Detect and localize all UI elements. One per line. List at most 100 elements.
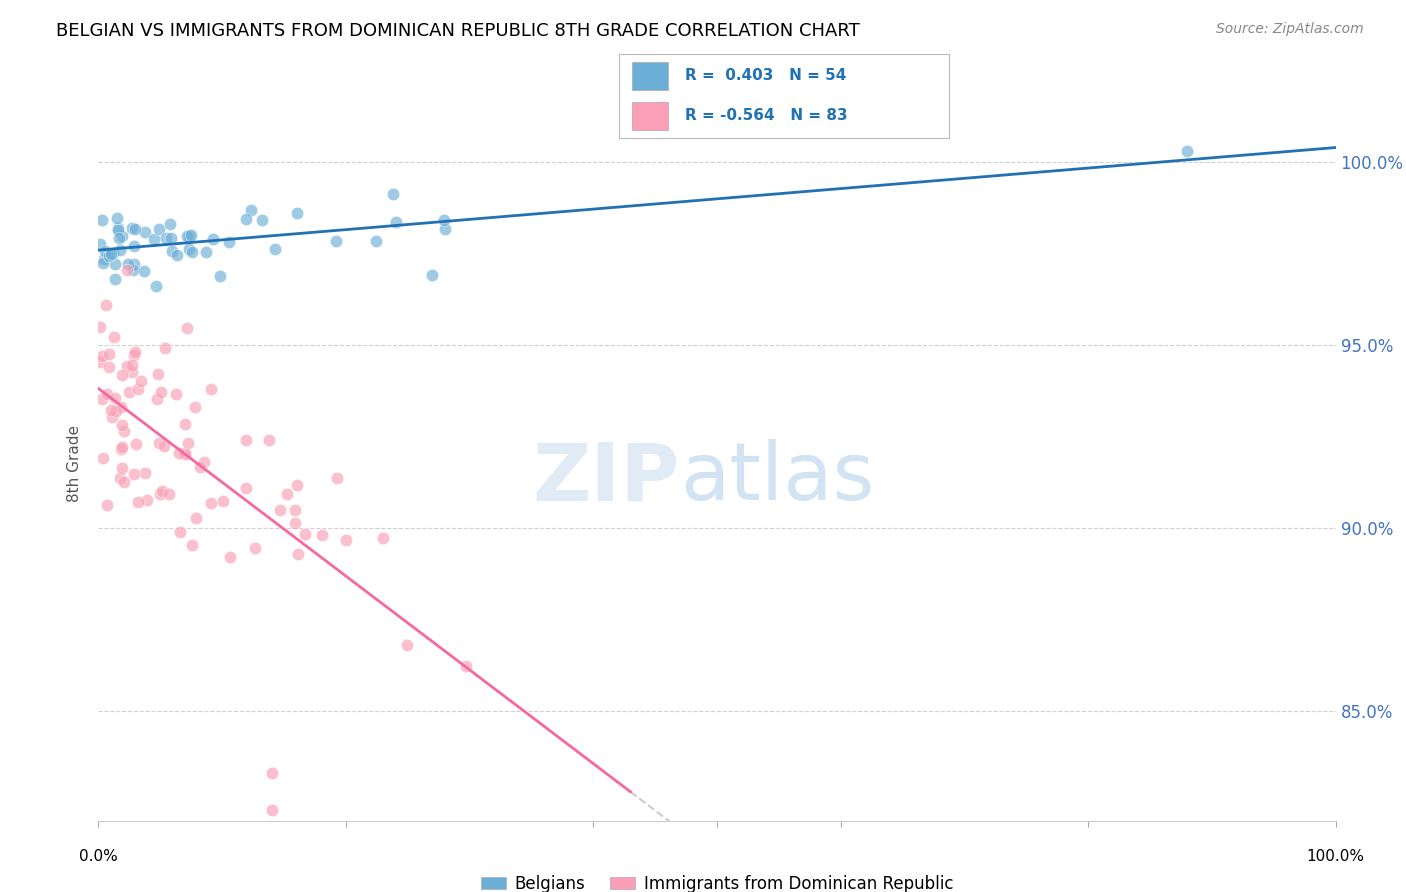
Point — [93, 252, 115, 267]
Point — [326, 471, 349, 485]
Point — [454, 658, 477, 673]
Point — [218, 235, 240, 249]
Point — [115, 359, 138, 374]
Point — [98, 359, 121, 374]
Point — [91, 256, 114, 270]
Point — [111, 440, 134, 454]
Point — [325, 234, 347, 248]
Text: Source: ZipAtlas.com: Source: ZipAtlas.com — [1216, 22, 1364, 37]
Point — [121, 365, 143, 379]
Point — [269, 503, 291, 517]
Point — [209, 268, 232, 283]
Point — [112, 424, 135, 438]
Point — [117, 263, 139, 277]
Point — [257, 433, 280, 447]
Point — [111, 368, 134, 382]
Point — [145, 278, 167, 293]
Point — [434, 222, 457, 236]
Point — [117, 257, 139, 271]
Point — [177, 242, 200, 256]
Point — [111, 460, 134, 475]
Point — [250, 213, 273, 227]
Point — [149, 385, 172, 400]
Point — [104, 256, 127, 270]
Point — [243, 541, 266, 555]
Point — [235, 211, 257, 226]
Point — [110, 442, 132, 457]
Point — [287, 548, 309, 562]
Point — [181, 245, 204, 260]
Point — [381, 187, 404, 202]
Point — [155, 230, 177, 244]
Point — [335, 533, 357, 547]
Point — [121, 221, 143, 235]
Point — [124, 222, 146, 236]
Point — [169, 524, 191, 539]
Point — [176, 228, 198, 243]
Point — [184, 400, 207, 414]
Point — [91, 450, 114, 465]
Point — [152, 439, 174, 453]
Point — [111, 229, 134, 244]
FancyBboxPatch shape — [631, 62, 668, 90]
Text: R =  0.403   N = 54: R = 0.403 N = 54 — [685, 69, 846, 84]
Point — [239, 203, 262, 218]
Point — [97, 249, 120, 263]
Point — [103, 246, 125, 260]
Point — [200, 382, 222, 396]
Legend: Belgians, Immigrants from Dominican Republic: Belgians, Immigrants from Dominican Repu… — [474, 868, 960, 892]
Point — [105, 403, 128, 417]
Point — [284, 503, 307, 517]
Point — [124, 257, 146, 271]
Point — [385, 215, 408, 229]
Point — [100, 247, 122, 261]
Point — [107, 223, 129, 237]
Point — [121, 359, 143, 373]
Point — [201, 232, 224, 246]
Point — [167, 446, 190, 460]
Point — [420, 268, 443, 283]
Point — [132, 264, 155, 278]
Text: ZIP: ZIP — [533, 439, 681, 517]
Point — [235, 482, 257, 496]
Point — [124, 345, 146, 359]
Point — [94, 298, 117, 312]
Point — [104, 392, 127, 406]
Point — [186, 511, 208, 525]
Point — [174, 446, 197, 460]
Point — [107, 231, 129, 245]
Point — [176, 321, 198, 335]
Point — [94, 244, 117, 258]
Point — [285, 478, 308, 492]
Point — [110, 243, 132, 257]
Point — [177, 436, 200, 450]
Point — [294, 527, 316, 541]
Point — [148, 222, 170, 236]
Point — [433, 212, 456, 227]
Point — [180, 228, 202, 243]
Point — [311, 527, 333, 541]
Point — [118, 385, 141, 400]
Point — [97, 347, 120, 361]
Point — [90, 213, 112, 227]
Point — [396, 638, 419, 652]
Point — [105, 211, 128, 225]
Point — [89, 236, 111, 251]
Point — [180, 538, 202, 552]
Point — [160, 244, 183, 258]
Point — [96, 499, 118, 513]
Point — [134, 467, 156, 481]
Point — [90, 392, 112, 406]
Text: 100.0%: 100.0% — [1306, 849, 1365, 864]
Text: 0.0%: 0.0% — [79, 849, 118, 864]
Point — [100, 402, 122, 417]
Point — [124, 238, 146, 252]
Point — [188, 459, 211, 474]
Point — [153, 341, 176, 355]
Point — [89, 355, 111, 369]
Point — [107, 221, 129, 235]
Point — [260, 803, 283, 817]
Point — [122, 348, 145, 362]
Point — [260, 766, 283, 780]
Point — [127, 382, 149, 396]
